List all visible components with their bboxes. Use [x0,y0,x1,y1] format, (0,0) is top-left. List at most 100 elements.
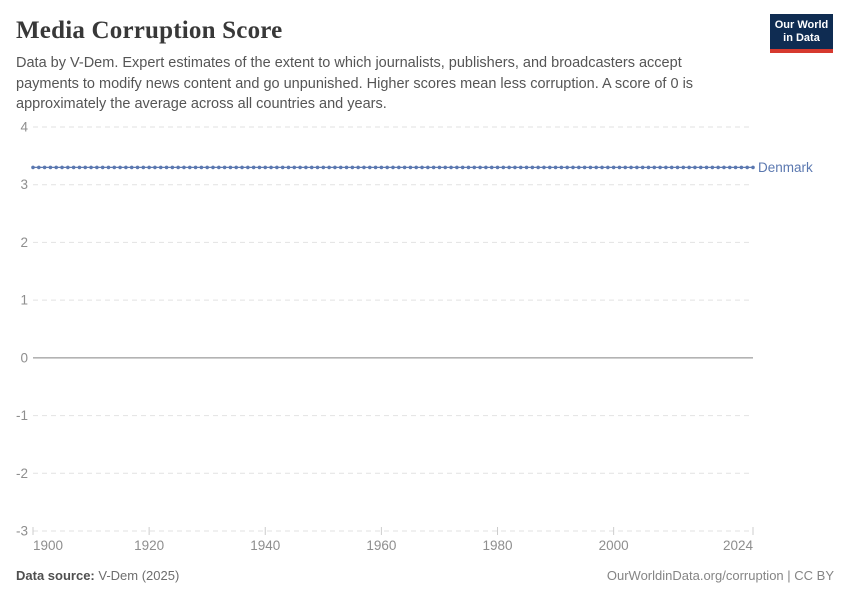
data-point [460,165,465,170]
owid-logo-line2: in Data [783,32,820,45]
data-point [199,165,204,170]
data-point [129,165,134,170]
data-point [414,165,419,170]
x-tick-label: 1980 [482,538,512,553]
owid-logo[interactable]: Our World in Data [770,14,833,54]
data-point [37,165,41,170]
y-tick-label: 1 [20,293,28,308]
y-tick-label: 0 [20,350,28,365]
data-source-label: Data source: [16,568,95,583]
data-point [205,165,209,170]
data-point [611,165,616,170]
chart-title: Media Corruption Score [16,17,283,44]
data-point [524,165,529,170]
data-point [193,165,198,170]
chart-subtitle: Data by V-Dem. Expert estimates of the e… [16,55,694,113]
x-tick-label: 1940 [250,538,280,553]
data-point [397,165,401,170]
data-point [234,165,239,170]
data-point [751,165,755,170]
x-tick-label: 1960 [366,538,396,553]
data-point [484,165,488,170]
data-point [269,165,273,170]
data-point [356,165,360,170]
data-point [257,165,262,170]
data-point [147,165,151,170]
data-point [565,165,569,170]
data-point [292,165,297,170]
data-point [246,165,250,170]
data-point [408,165,413,170]
data-point [739,165,744,170]
data-point [472,165,477,170]
data-point [48,165,53,170]
data-point [176,165,180,170]
data-point [309,165,314,170]
x-tick-label: 2000 [599,538,629,553]
y-tick-label: -1 [16,408,28,423]
data-point [170,165,175,170]
data-source-value: V-Dem (2025) [98,568,180,583]
data-point [518,165,523,170]
data-point [553,165,558,170]
data-point [588,165,593,170]
data-point [391,165,395,170]
data-point [582,165,587,170]
data-point [693,165,697,170]
data-point [745,165,749,170]
data-point [600,165,604,170]
data-point [431,165,436,170]
data-point [513,165,517,170]
y-tick-label: 3 [20,177,28,192]
data-point [333,165,337,170]
data-point [158,165,163,170]
data-point [60,165,64,170]
y-tick-label: -2 [16,466,28,481]
data-point [571,165,575,170]
data-point [217,165,221,170]
data-point [722,165,726,170]
y-tick-label: 2 [20,235,28,250]
data-point [112,165,117,170]
data-point [536,165,540,170]
data-point [211,165,215,170]
y-tick-label: -3 [16,524,28,539]
data-point [669,165,674,170]
y-tick-label: 4 [20,120,28,135]
data-point [402,165,407,170]
chart-header: Media Corruption Score Data by V-Dem. Ex… [16,16,834,115]
data-point [426,165,430,170]
series-label-denmark[interactable]: Denmark [758,160,813,175]
data-point [187,165,192,170]
data-point [478,165,482,170]
data-point [54,165,59,170]
credit-link[interactable]: OurWorldinData.org/corruption | CC BY [606,568,834,583]
x-tick-label: 1920 [134,538,164,553]
data-point [95,165,99,170]
data-point [629,165,633,170]
data-point [31,165,35,170]
data-point [135,165,140,170]
data-point [646,165,651,170]
data-point [118,165,122,170]
data-point [66,165,70,170]
data-point [251,165,256,170]
data-point [83,165,88,170]
data-point [153,165,157,170]
data-point [100,165,105,170]
data-point [77,165,82,170]
data-point [606,165,610,170]
data-point [141,165,146,170]
data-point [240,165,244,170]
data-point [594,165,599,170]
data-point [443,165,448,170]
data-point [321,165,326,170]
data-point [664,165,668,170]
data-point [286,165,291,170]
data-point [698,165,703,170]
data-point [716,165,720,170]
data-point [640,165,645,170]
data-point [687,165,691,170]
data-point [495,165,500,170]
